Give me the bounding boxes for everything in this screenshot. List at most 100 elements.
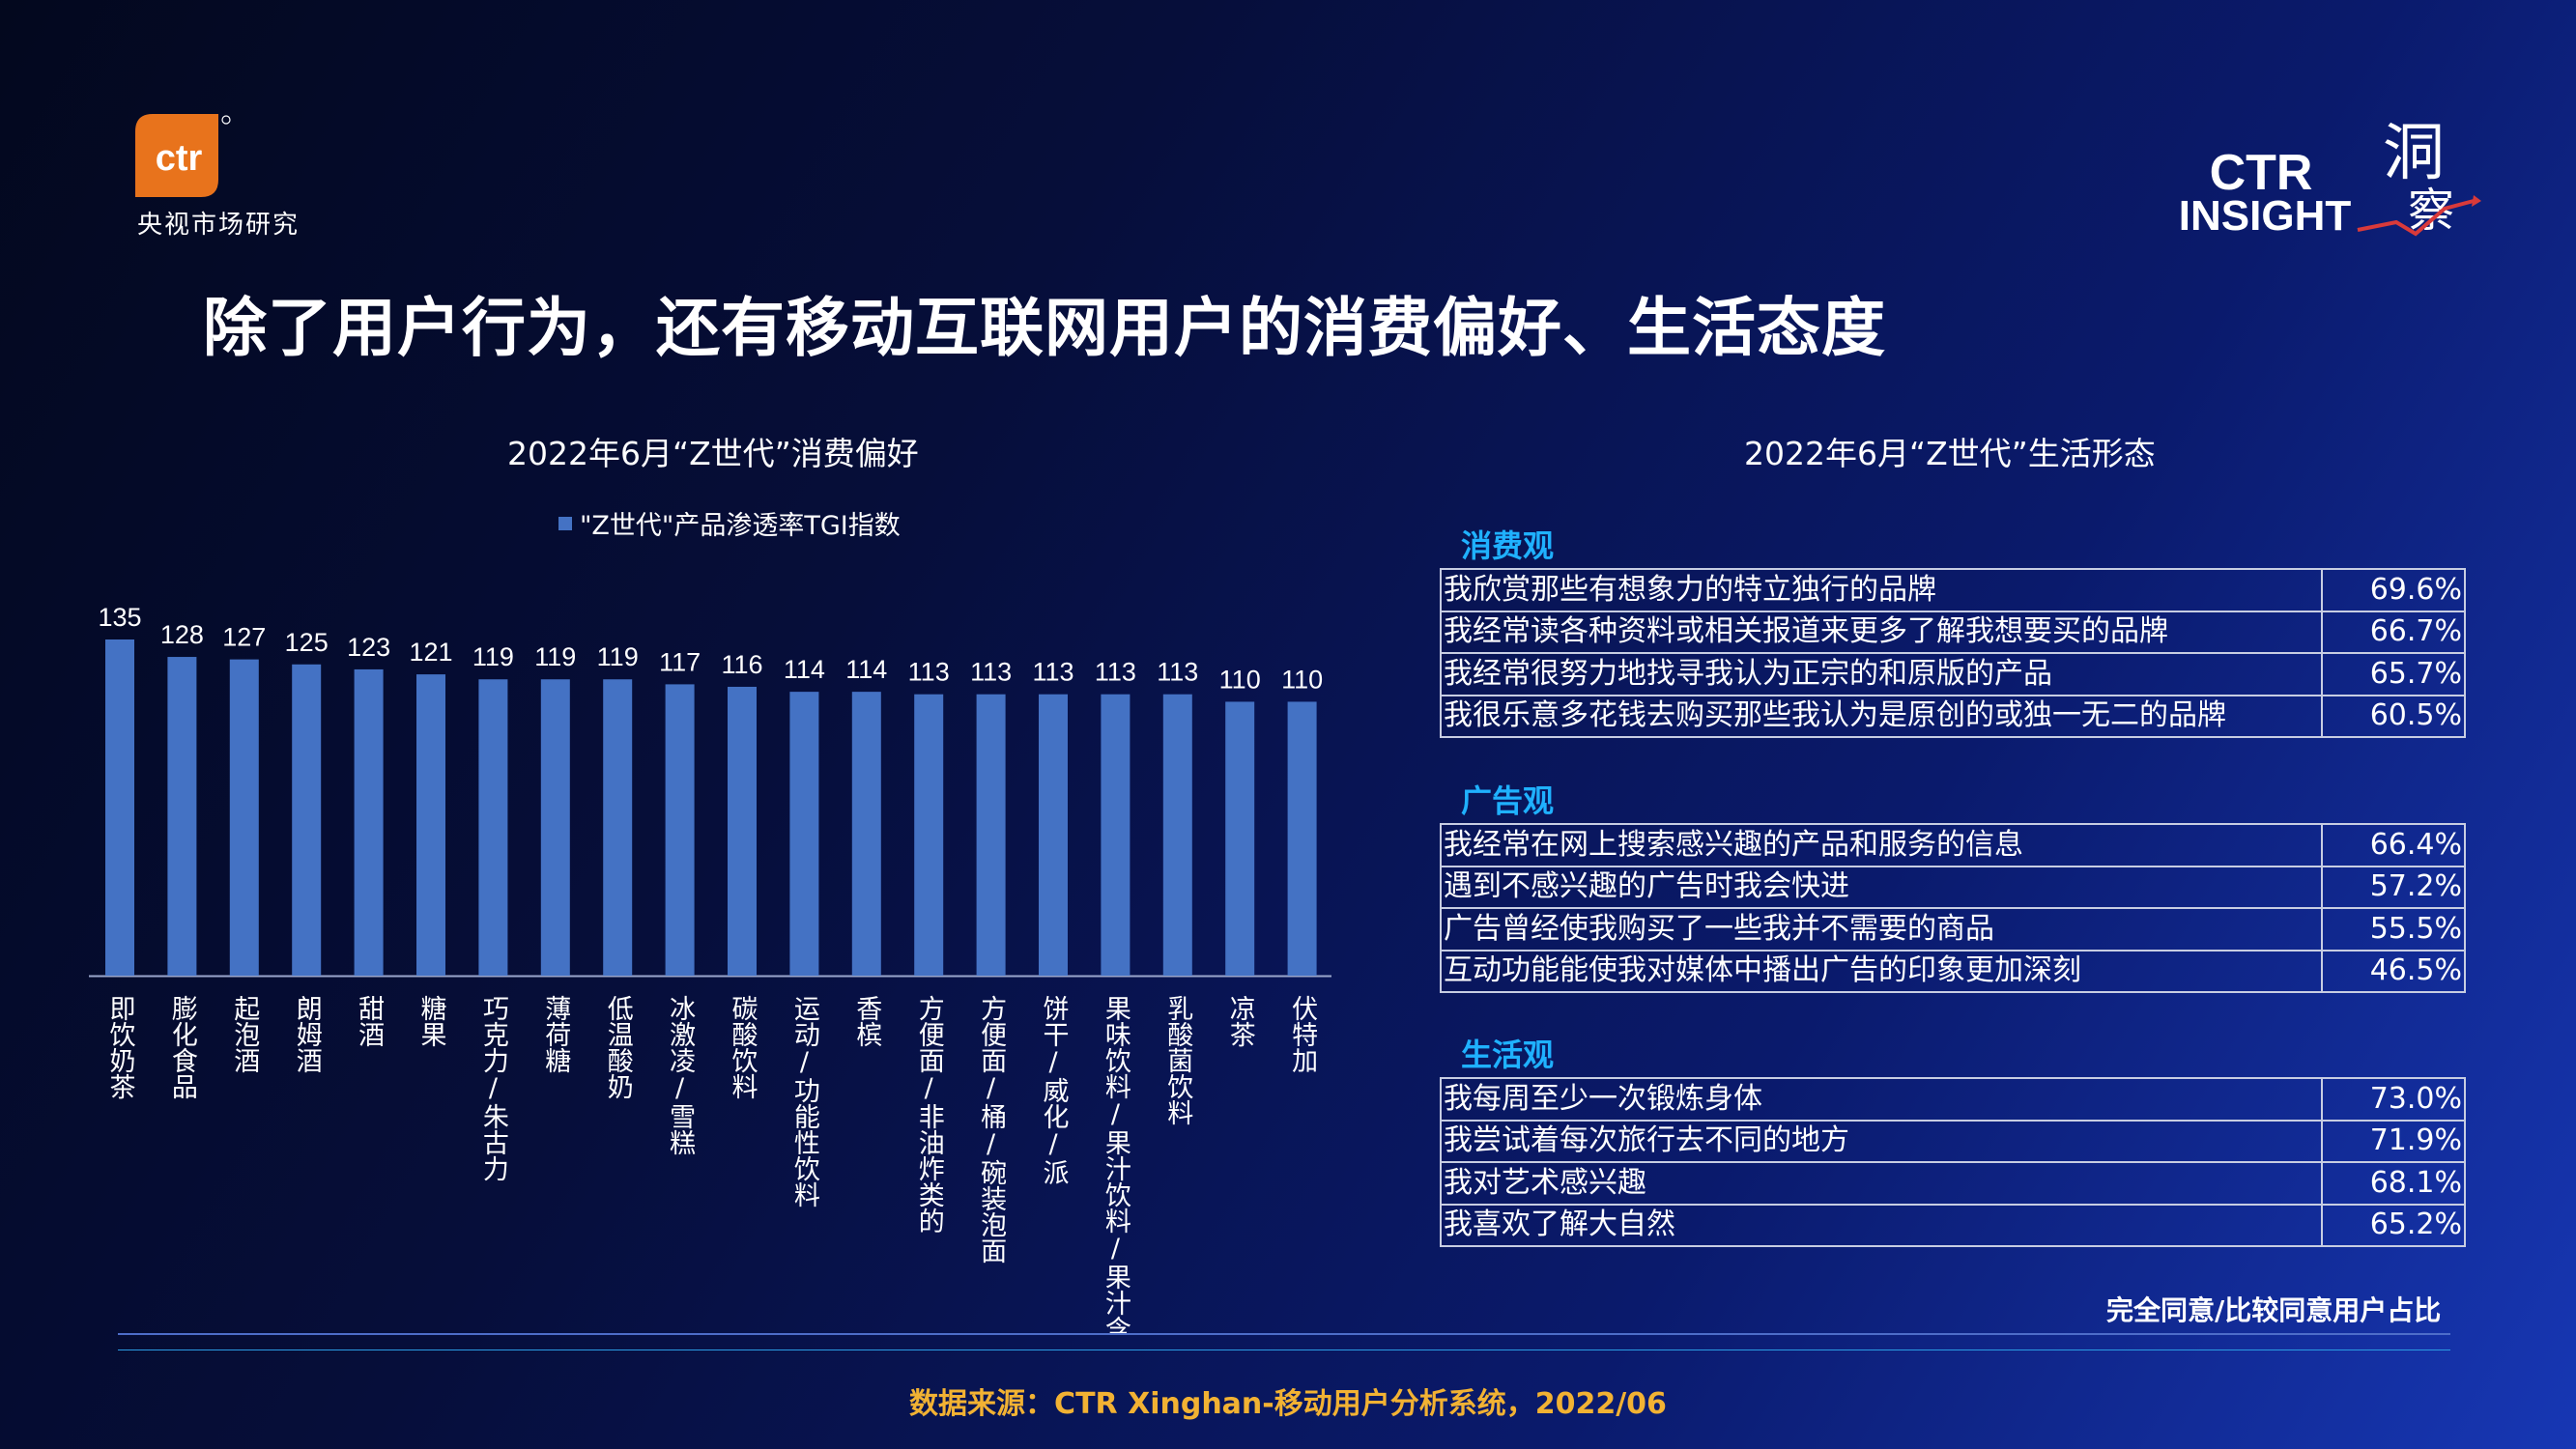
category-label: 乳酸菌饮料 [1162,995,1193,1125]
bar-value-label: 127 [222,623,266,652]
bar-4 [292,664,322,976]
bar-2 [167,657,197,976]
bar-value-label: 119 [534,642,576,671]
row-text: 遇到不感兴趣的广告时我会快进 [1440,865,2323,909]
table-row: 我经常在网上搜索感兴趣的产品和服务的信息 66.4% [1440,823,2466,867]
bar-value-label: 110 [1219,665,1261,694]
legend-swatch [558,516,572,530]
row-value: 66.4% [2321,823,2466,867]
data-source: 数据来源：CTR Xinghan-移动用户分析系统，2022/06 [909,1387,1667,1421]
bar-18 [1162,694,1192,976]
chart-legend: "Z世代"产品渗透率TGI指数 [558,504,901,542]
tgi-bar-chart: 135 即饮奶茶 128 膨化食品 127 起泡酒 125 朗姆酒 123 甜酒 121 糖果 119 巧… [89,603,1331,1333]
row-text: 我尝试着每次旅行去不同的地方 [1440,1119,2323,1163]
table-row: 我喜欢了解大自然 65.2% [1440,1203,2466,1247]
category-label: 伏特加 [1287,995,1318,1073]
insight-logo-char-2: 察 [2408,184,2454,238]
row-value: 60.5% [2321,694,2466,738]
row-text: 我对艺术感兴趣 [1440,1161,2323,1206]
bar-value-label: 128 [160,620,204,649]
bar-value-label: 110 [1281,665,1323,694]
row-value: 65.7% [2321,652,2466,696]
category-label: 饼干/威化/派 [1039,995,1070,1185]
footer-divider [118,1333,2450,1335]
row-value: 73.0% [2321,1077,2466,1122]
bar-7 [478,679,508,976]
bar-11 [728,686,757,976]
row-value: 46.5% [2321,949,2466,993]
row-value: 55.5% [2321,907,2466,952]
bar-17 [1101,694,1131,976]
row-text: 我经常读各种资料或相关报道来更多了解我想要买的品牌 [1440,610,2323,654]
row-value: 69.6% [2321,568,2466,612]
row-value: 71.9% [2321,1119,2466,1163]
category-label: 冰激凌/雪糕 [665,995,696,1155]
ctr-insight-logo: CTR INSIGHT 洞 察 [2179,118,2481,240]
bar-20 [1287,701,1317,976]
row-text: 我经常很努力地找寻我认为正宗的和原版的产品 [1440,652,2323,696]
bar-3 [229,659,259,976]
table-row: 广告曾经使我购买了一些我并不需要的商品 55.5% [1440,907,2466,952]
table-row: 我尝试着每次旅行去不同的地方 71.9% [1440,1119,2466,1163]
category-label: 香槟 [851,995,882,1047]
ctr-logo-mark: ctr [156,138,203,179]
bar-value-label: 113 [908,658,950,687]
bar-value-label: 119 [597,642,639,671]
page-title: 除了用户行为，还有移动互联网用户的消费偏好、生活态度 [203,291,1886,365]
section-label-consumption: 消费观 [1461,527,1555,564]
category-label: 低温酸奶 [603,995,634,1099]
bar-1 [105,639,134,976]
table-row: 我对艺术感兴趣 68.1% [1440,1161,2466,1206]
bar-9 [603,679,633,976]
row-value: 66.7% [2321,610,2466,654]
legend-label: "Z世代"产品渗透率TGI指数 [580,511,901,541]
category-label: 薄荷糖 [540,995,571,1073]
row-text: 互动功能能使我对媒体中播出广告的印象更加深刻 [1440,949,2323,993]
row-value: 68.1% [2321,1161,2466,1206]
insight-logo-ctr: CTR [2210,145,2313,201]
row-value: 57.2% [2321,865,2466,909]
section-label-advertising: 广告观 [1461,782,1555,819]
ctr-logo-chinese: 央视市场研究 [137,211,301,240]
bar-value-label: 117 [659,647,701,676]
table-row: 我经常读各种资料或相关报道来更多了解我想要买的品牌 66.7% [1440,610,2466,654]
category-label: 巧克力/朱古力 [478,995,509,1181]
bar-5 [354,668,384,976]
category-label: 方便面/非油炸类的 [914,995,945,1234]
category-label: 凉茶 [1225,995,1256,1047]
bar-14 [914,694,944,976]
table-row: 我经常很努力地找寻我认为正宗的和原版的产品 65.7% [1440,652,2466,696]
advertising-table: 我经常在网上搜索感兴趣的产品和服务的信息 66.4% 遇到不感兴趣的广告时我会快进… [1440,823,2466,993]
row-text: 我很乐意多花钱去购买那些我认为是原创的或独一无二的品牌 [1440,694,2323,738]
table-row: 我欣赏那些有想象力的特立独行的品牌 69.6% [1440,568,2466,612]
row-text: 广告曾经使我购买了一些我并不需要的商品 [1440,907,2323,952]
row-text: 我欣赏那些有想象力的特立独行的品牌 [1440,568,2323,612]
bar-value-label: 125 [285,628,329,657]
category-label: 膨化食品 [167,995,198,1099]
bar-value-label: 123 [347,633,390,662]
bar-value-label: 113 [1157,658,1198,687]
row-value: 65.2% [2321,1203,2466,1247]
table-title: 2022年6月“Z世代”生活形态 [1744,435,2156,472]
category-label: 碳酸饮料 [728,995,758,1099]
bar-12 [789,692,819,976]
insight-logo-arrow [2357,199,2475,237]
row-text: 我经常在网上搜索感兴趣的产品和服务的信息 [1440,823,2323,867]
bar-6 [416,674,445,976]
bar-13 [851,692,881,976]
row-text: 我每周至少一次锻炼身体 [1440,1077,2323,1122]
bar-value-label: 116 [721,650,762,679]
table-row: 遇到不感兴趣的广告时我会快进 57.2% [1440,865,2466,909]
bar-value-label: 114 [784,655,825,684]
insight-logo-char-1: 洞 [2383,118,2445,189]
bar-8 [540,679,570,976]
insight-logo-insight: INSIGHT [2179,192,2352,240]
chart-title: 2022年6月“Z世代”消费偏好 [507,435,919,472]
category-label: 起泡酒 [229,995,259,1073]
bar-value-label: 119 [472,642,514,671]
bar-value-label: 113 [1032,658,1073,687]
bar-10 [665,684,695,976]
bar-value-label: 114 [845,655,887,684]
table-row: 我很乐意多花钱去购买那些我认为是原创的或独一无二的品牌 60.5% [1440,694,2466,738]
category-label: 果味饮料/果汁饮料/果汁含… [1101,995,1131,1333]
